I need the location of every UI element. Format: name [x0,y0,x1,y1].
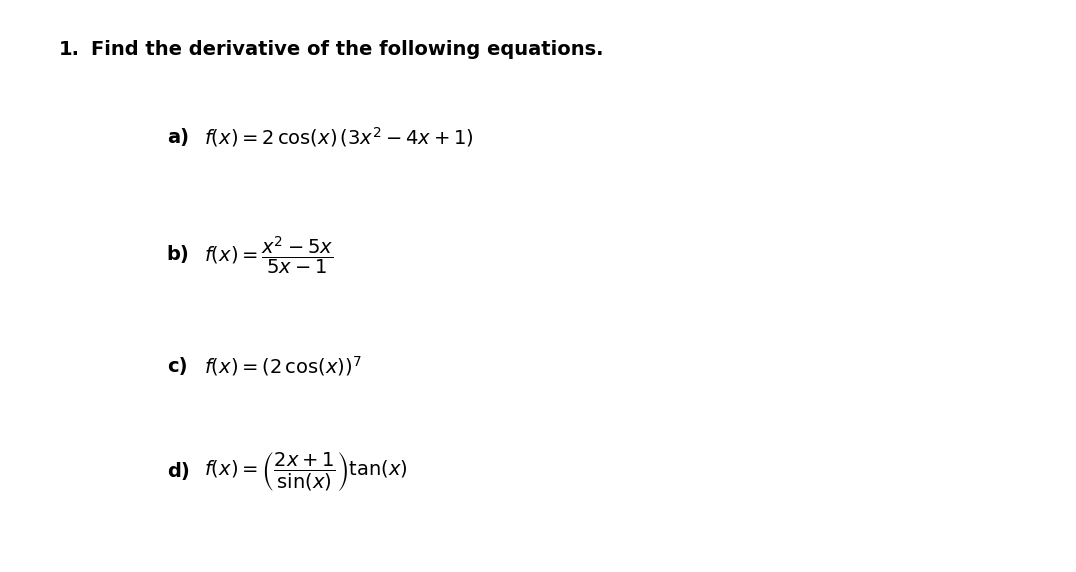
Text: Find the derivative of the following equations.: Find the derivative of the following equ… [91,40,604,59]
Text: d): d) [167,462,189,482]
Text: 1.: 1. [59,40,81,59]
Text: a): a) [167,128,188,147]
Text: $f(x) = \dfrac{x^2-5x}{5x-1}$: $f(x) = \dfrac{x^2-5x}{5x-1}$ [204,233,334,276]
Text: $f(x) = (2\,\mathrm{cos}(x))^7$: $f(x) = (2\,\mathrm{cos}(x))^7$ [204,354,362,378]
Text: $f(x) = 2\,\mathrm{cos}(x)\,(3x^2 - 4x + 1)$: $f(x) = 2\,\mathrm{cos}(x)\,(3x^2 - 4x +… [204,125,475,149]
Text: c): c) [167,356,187,376]
Text: b): b) [167,245,189,264]
Text: $f(x) = \left(\dfrac{2x+1}{\mathrm{sin}(x)}\right)\mathrm{tan}(x)$: $f(x) = \left(\dfrac{2x+1}{\mathrm{sin}(… [204,451,408,493]
